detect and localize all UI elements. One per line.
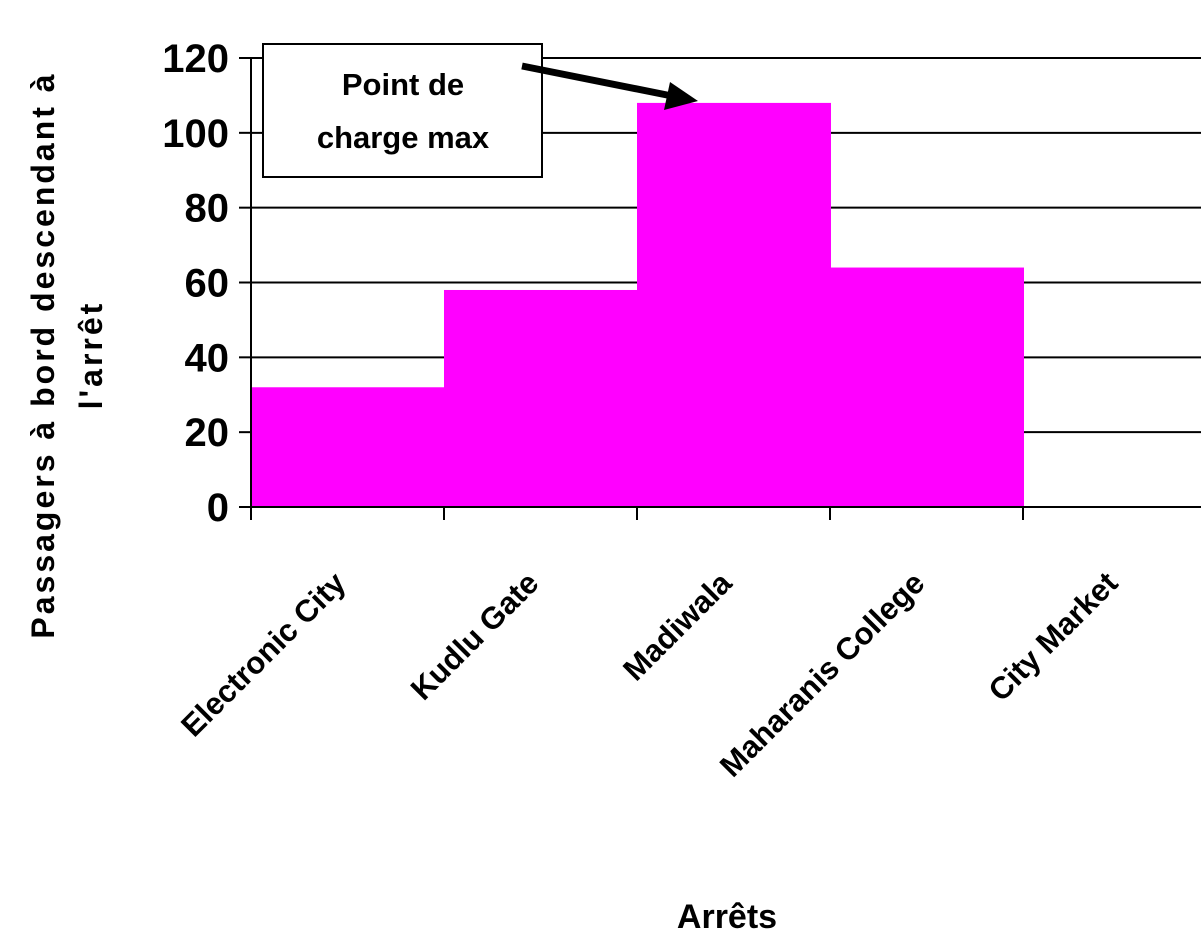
annotation-callout: Point de charge max <box>262 43 698 178</box>
y-tick-label: 60 <box>185 262 230 306</box>
bar <box>251 387 445 507</box>
y-tick-label: 0 <box>207 486 229 530</box>
bar <box>830 267 1024 507</box>
x-axis-title: Arrêts <box>677 898 777 936</box>
x-tick-label: Maharanis College <box>713 565 931 783</box>
y-axis-title-line-1: Passagers à bord descendant à <box>25 71 61 638</box>
x-tick-labels: Electronic City Kudlu Gate MadiwalaMaharan… <box>174 565 1124 784</box>
annotation-line-2: charge max <box>317 120 490 155</box>
annotation-arrow-shaft <box>521 62 673 100</box>
y-axis-title-line-2: l'arrêt <box>73 301 109 410</box>
y-tick-label: 120 <box>162 37 229 81</box>
y-tick-label: 100 <box>162 112 229 156</box>
x-tick-label: Madiwala <box>616 565 739 688</box>
y-tick-label: 20 <box>185 411 230 455</box>
annotation-arrow-head <box>664 82 698 110</box>
bars <box>251 102 1024 508</box>
y-tick-label: 40 <box>185 336 230 380</box>
bar <box>444 289 638 507</box>
bar <box>637 102 831 508</box>
annotation-box <box>262 43 543 178</box>
x-tick-label: City Market <box>982 565 1125 708</box>
x-tick-label: Electronic City <box>174 565 353 744</box>
y-tick-labels: 0 20 40 60 80 100 120 <box>162 37 229 530</box>
y-tick-label: 80 <box>185 187 230 231</box>
axes <box>250 58 1201 508</box>
x-tick-label: Kudlu Gate <box>404 565 546 707</box>
annotation-line-1: Point de <box>342 67 464 102</box>
